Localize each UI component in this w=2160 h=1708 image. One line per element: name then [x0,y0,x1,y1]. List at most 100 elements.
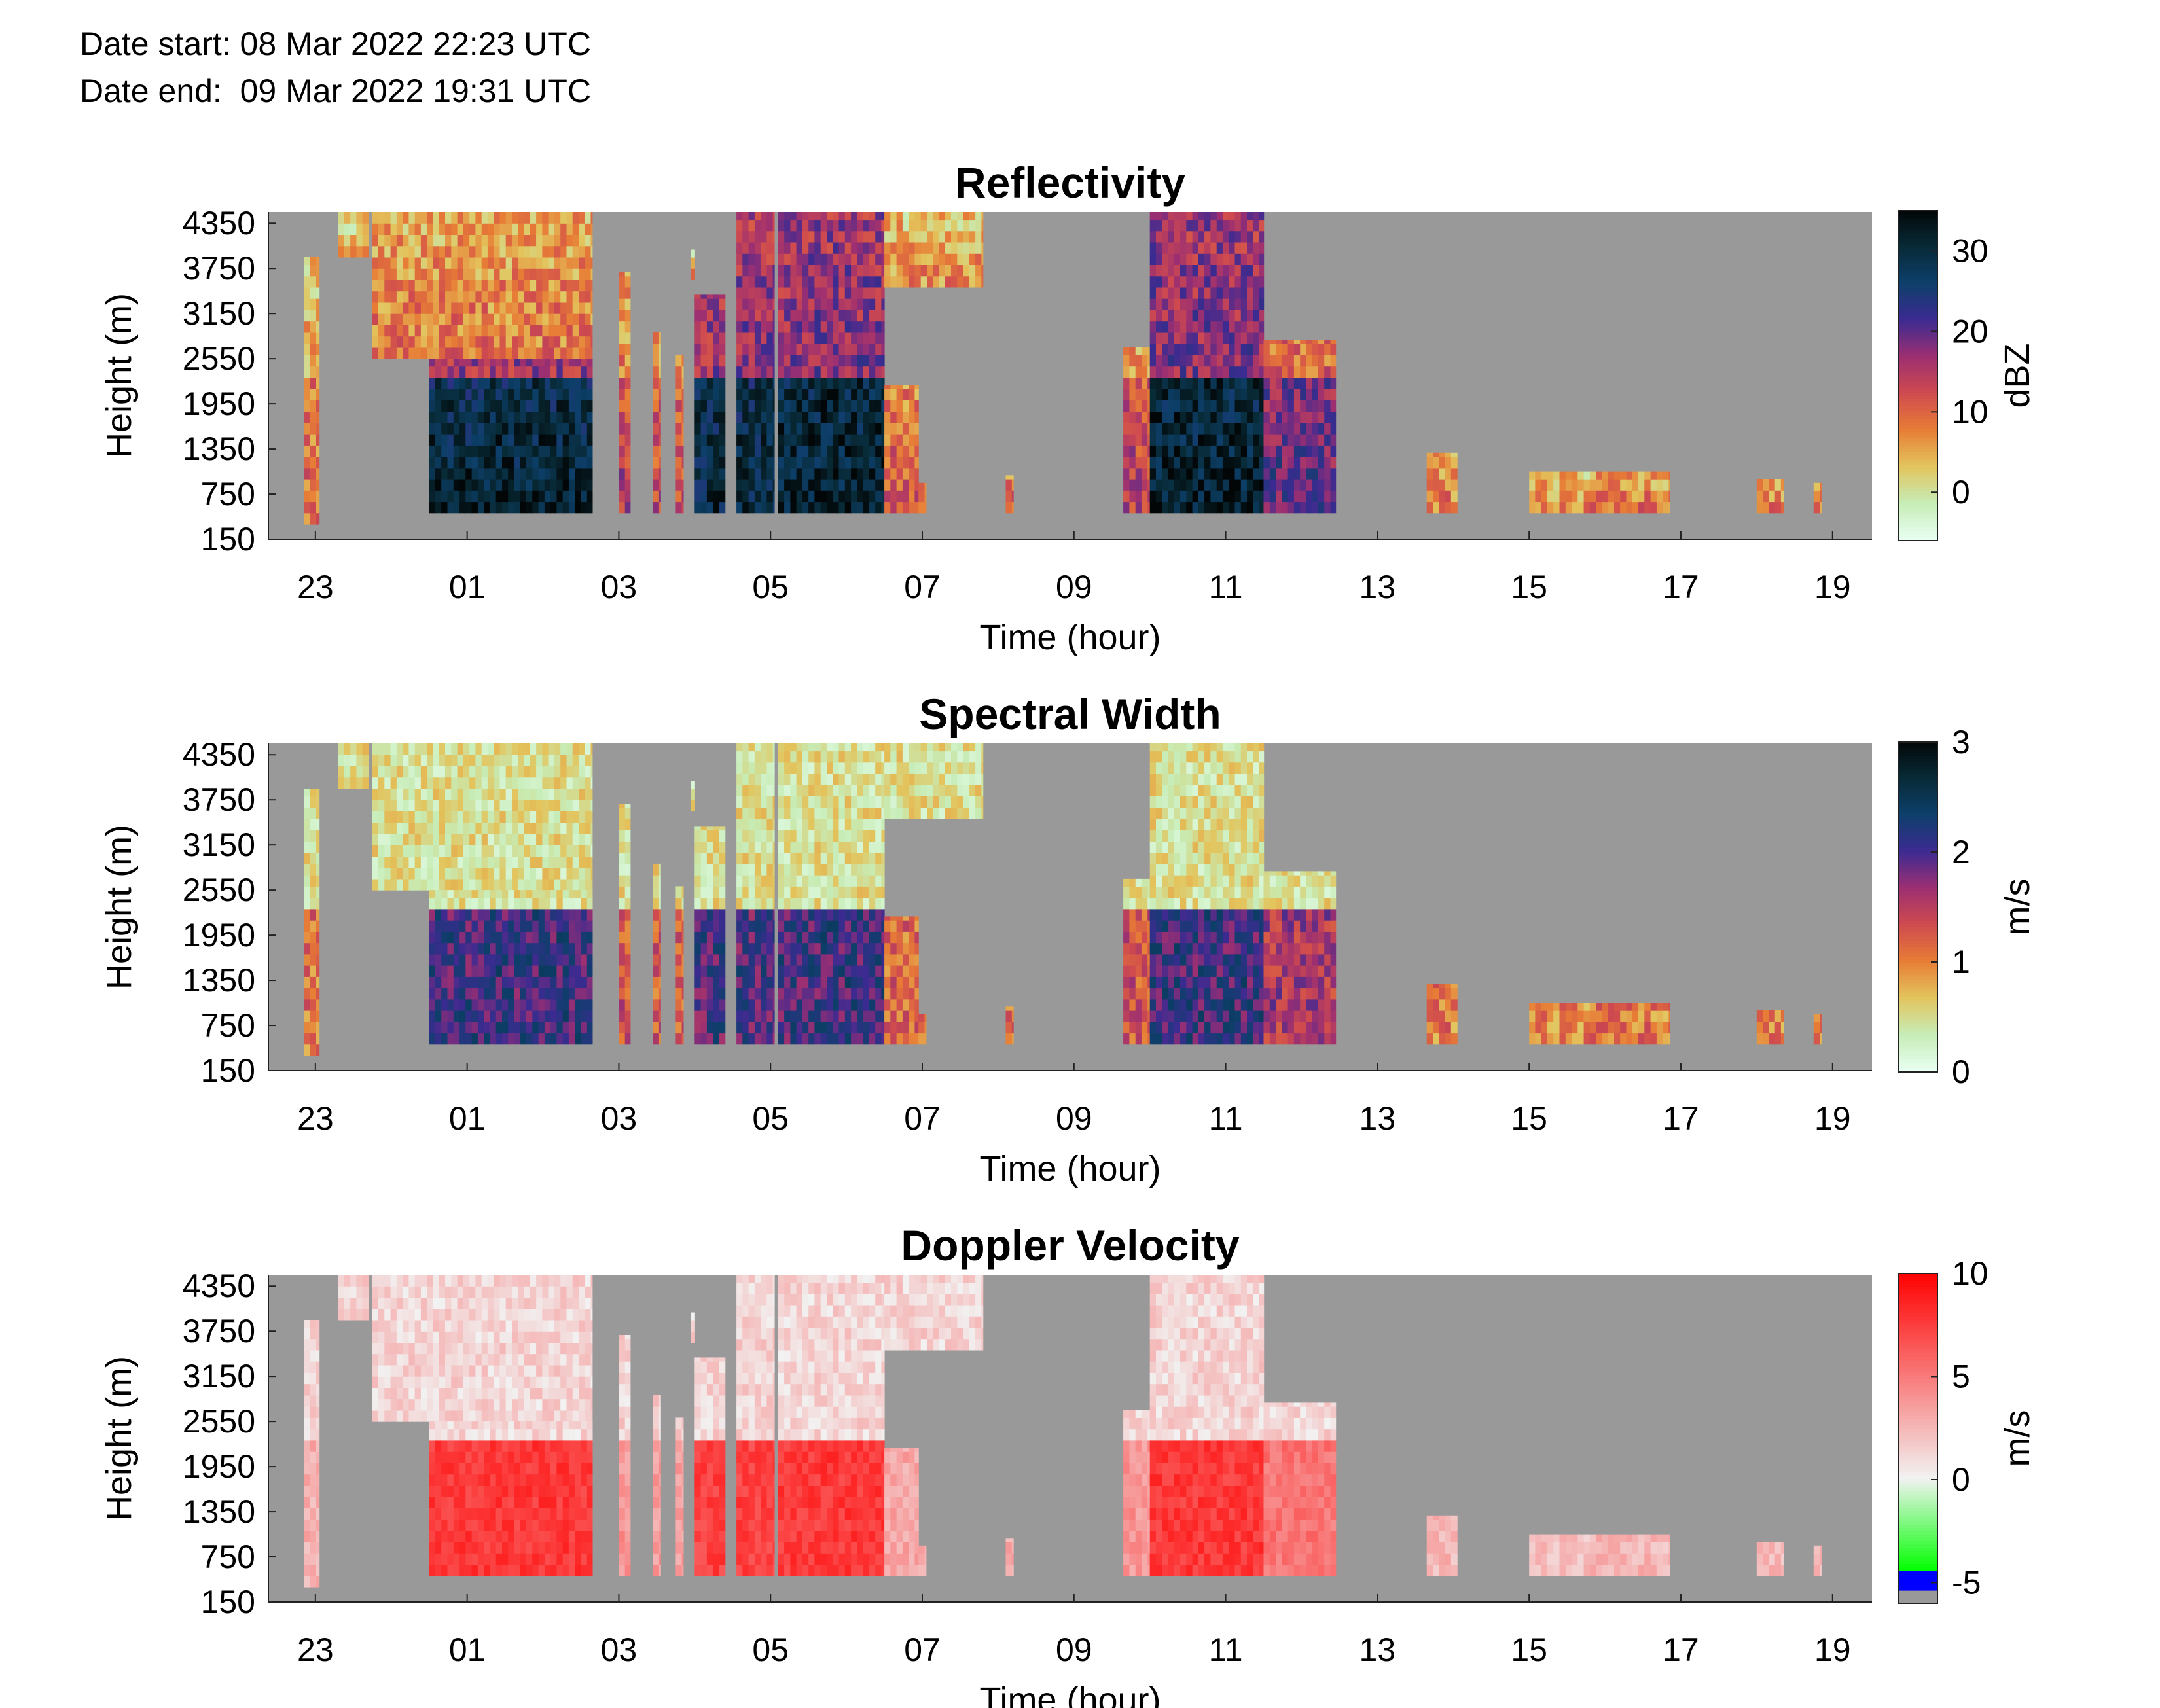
heatmap-cell [802,467,809,480]
heatmap-cell [526,366,533,378]
heatmap-cell [808,212,816,221]
heatmap-cell [581,366,588,378]
heatmap-cell [481,789,488,800]
heatmap-cell [514,422,521,435]
heatmap-cell [772,377,775,389]
heatmap-cell [562,908,569,921]
heatmap-cell [857,785,864,796]
heatmap-cell [1147,355,1151,367]
heatmap-cell [844,931,852,944]
heatmap-cell [487,257,494,269]
heatmap-cell [790,807,797,819]
heatmap-cell [827,931,833,944]
heatmap-cell [484,1033,490,1045]
heatmap-cell [1180,242,1187,254]
heatmap-cell [481,878,488,891]
heatmap-cell [808,1033,816,1045]
heatmap-cell [772,298,775,310]
heatmap-cell [713,908,719,921]
heatmap-cell [316,863,320,876]
heatmap-cell [1306,490,1313,503]
heatmap-cell [579,878,585,891]
heatmap-cell [457,755,464,766]
heatmap-cell [820,422,827,435]
heatmap-cell [890,774,897,785]
heatmap-cell [869,212,876,221]
heatmap-cell [675,920,683,932]
heatmap-cell [579,268,585,280]
heatmap-cell [1330,434,1337,446]
heatmap-cell [1186,310,1193,322]
heatmap-cell [1247,242,1253,254]
heatmap-cell [514,890,521,898]
heatmap-cell [1259,422,1265,435]
colorbar-step [1898,237,1937,241]
heatmap-cell [808,287,816,299]
heatmap-cell [1174,389,1181,400]
heatmap-cell [1312,355,1319,367]
heatmap-cell [790,422,797,435]
heatmap-cell [475,878,482,891]
heatmap-cell [396,347,403,359]
heatmap-cell [316,422,320,435]
heatmap-cell [550,400,557,412]
heatmap-cell [875,253,882,265]
heatmap-cell [814,897,821,910]
heatmap-cell [1293,479,1301,491]
heatmap-cell [808,796,816,808]
heatmap-cell [536,223,543,235]
heatmap-cell [748,219,755,232]
y-tick-label: 1350 [183,431,255,467]
heatmap-cell [844,908,852,921]
heatmap-cell [820,807,827,819]
heatmap-cell [884,422,891,435]
heatmap-cell [310,987,317,1000]
heatmap-cell [681,411,684,423]
heatmap-cell [1240,389,1248,400]
heatmap-cell [484,467,490,480]
heatmap-cell [820,230,827,243]
heatmap-cell [814,807,821,819]
heatmap-cell [532,377,539,389]
heatmap-cell [863,219,870,232]
heatmap-cell [414,856,422,868]
heatmap-cell [310,512,317,525]
heatmap-cell [403,811,409,823]
heatmap-cell [851,287,857,299]
heatmap-cell [838,355,846,367]
heatmap-cell [869,796,876,808]
heatmap-cell [1129,456,1136,469]
heatmap-cell [585,833,592,845]
heatmap-cell [550,411,557,423]
heatmap-cell [653,377,660,389]
heatmap-cell [844,762,852,774]
heatmap-cell [512,313,518,325]
heatmap-cell [1222,264,1229,277]
heatmap-cell [562,467,569,480]
heatmap-cell [1141,445,1148,457]
heatmap-cell [566,291,573,303]
heatmap-cell [1620,471,1627,480]
heatmap-cell [761,942,768,955]
heatmap-cell [851,456,857,469]
heatmap-cell [1668,501,1670,514]
heatmap-cell [784,1022,791,1034]
heatmap-cell [502,890,509,898]
heatmap-cell [550,987,557,1000]
heatmap-cell [1234,400,1242,412]
heatmap-cell [1259,445,1265,457]
heatmap-cell [833,942,840,955]
heatmap-cell [814,863,821,876]
heatmap-cell [838,212,846,221]
heatmap-cell [1263,456,1270,469]
heatmap-cell [778,1033,785,1045]
heatmap-cell [556,976,564,989]
heatmap-cell [890,751,897,763]
heatmap-cell [414,811,422,823]
heatmap-cell [445,822,452,834]
heatmap-cell [1180,219,1187,232]
heatmap-cell [568,890,575,898]
heatmap-cell [857,886,864,898]
heatmap-cell [844,920,852,932]
heatmap-cell [316,796,320,808]
